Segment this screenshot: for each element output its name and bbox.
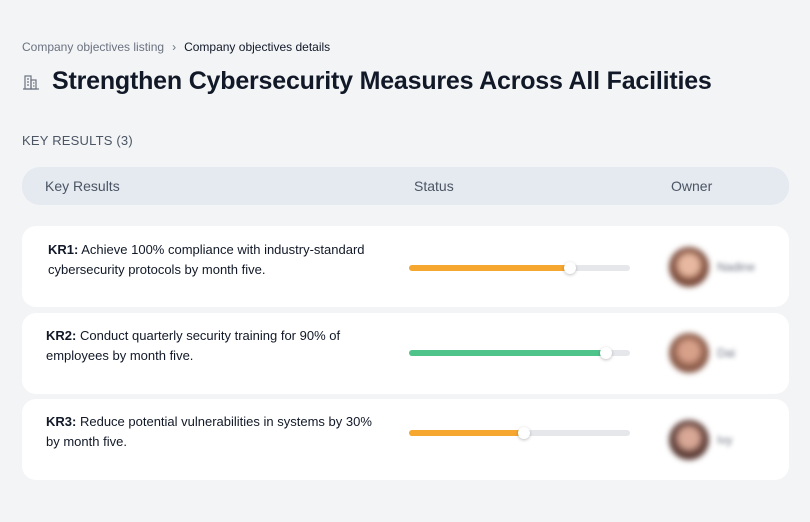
status-progress-bar (409, 347, 630, 359)
key-result-code: KR2: (46, 328, 77, 343)
column-header-owner: Owner (671, 178, 713, 194)
column-header-status: Status (414, 178, 454, 194)
title-row: Strengthen Cybersecurity Measures Across… (22, 67, 712, 96)
key-results-table-header: Key Results Status Owner (22, 167, 789, 205)
column-header-key-results: Key Results (45, 178, 120, 194)
chevron-right-icon: › (172, 40, 177, 54)
owner[interactable]: Dai (669, 333, 735, 373)
avatar (669, 333, 709, 373)
key-result-text: Reduce potential vulnerabilities in syst… (46, 414, 372, 449)
owner-name: Dai (717, 346, 736, 360)
breadcrumb-objectives-listing-link[interactable]: Company objectives listing (22, 40, 165, 54)
page-title: Strengthen Cybersecurity Measures Across… (52, 67, 712, 95)
status-progress-handle (599, 347, 612, 359)
status-progress-fill (409, 265, 571, 271)
key-result-row[interactable]: KR2: Conduct quarterly security training… (22, 313, 789, 394)
key-result-code: KR3: (46, 414, 77, 429)
key-results-count-label: KEY RESULTS (3) (22, 133, 133, 148)
owner-name: Nadine (717, 260, 756, 274)
status-progress-handle (564, 262, 577, 274)
status-progress-handle (517, 427, 530, 439)
key-result-text: Achieve 100% compliance with industry-st… (48, 242, 365, 277)
key-result-code: KR1: (48, 242, 79, 257)
breadcrumb-current: Company objectives details (184, 40, 331, 54)
avatar (669, 420, 709, 460)
key-result-description: KR3: Reduce potential vulnerabilities in… (46, 412, 376, 452)
status-progress-bar (409, 427, 630, 439)
buildings-icon (23, 74, 39, 90)
key-result-row[interactable]: KR3: Reduce potential vulnerabilities in… (22, 399, 789, 480)
status-progress-bar (409, 262, 630, 274)
key-result-description: KR1: Achieve 100% compliance with indust… (48, 240, 378, 280)
owner[interactable]: Ivy (669, 420, 732, 460)
owner-name: Ivy (717, 433, 733, 447)
status-progress-fill (409, 430, 524, 436)
avatar (669, 247, 709, 287)
key-result-description: KR2: Conduct quarterly security training… (46, 326, 386, 366)
status-progress-fill (409, 350, 606, 356)
key-result-text: Conduct quarterly security training for … (46, 328, 341, 363)
owner[interactable]: Nadine (669, 247, 755, 287)
breadcrumb: Company objectives listing › Company obj… (22, 40, 330, 54)
key-result-row[interactable]: KR1: Achieve 100% compliance with indust… (22, 226, 789, 307)
